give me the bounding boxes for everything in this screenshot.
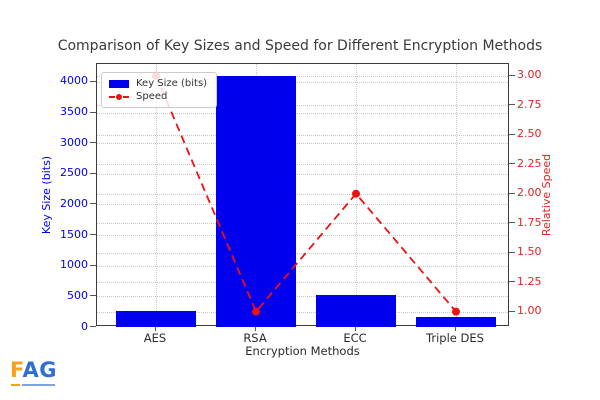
right-axis-gridline	[97, 223, 508, 225]
right-tick-mark	[509, 251, 515, 253]
left-tick-mark	[90, 172, 96, 174]
left-tick-mark	[90, 111, 96, 113]
speed-point-ecc	[352, 189, 360, 198]
right-tick-label: 2.75	[517, 97, 542, 111]
tagline-segment-blue	[22, 384, 55, 386]
right-tick-label: 3.00	[517, 68, 542, 82]
bar-ecc	[316, 295, 396, 327]
x-tick-mark	[255, 327, 256, 331]
left-tick-mark	[90, 203, 96, 205]
x-tick-label-ecc: ECC	[343, 331, 367, 345]
right-tick-label: 2.00	[517, 186, 542, 200]
left-tick-mark	[90, 142, 96, 144]
legend-label-key-size: Key Size (bits)	[136, 78, 208, 89]
chart-title: Comparison of Key Sizes and Speed for Di…	[57, 38, 543, 54]
logo-letter-f: F	[10, 358, 23, 382]
right-tick-mark	[509, 192, 515, 194]
left-tick-mark	[90, 80, 96, 82]
speed-point-triple-des	[452, 307, 460, 316]
right-tick-mark	[509, 222, 515, 224]
right-axis-gridline	[97, 105, 508, 107]
left-tick-label: 500	[67, 288, 88, 302]
right-tick-label: 1.25	[517, 274, 542, 288]
right-axis-gridline	[97, 164, 508, 166]
right-axis-gridline	[97, 252, 508, 254]
right-axis-gridline	[97, 75, 508, 77]
legend-item-speed: Speed	[109, 90, 207, 103]
x-tick-mark	[455, 327, 456, 331]
left-tick-mark	[90, 264, 96, 266]
left-tick-label: 1000	[60, 258, 88, 272]
speed-line	[155, 75, 457, 314]
right-tick-mark	[509, 310, 515, 312]
left-tick-mark	[90, 234, 96, 236]
bar-rsa	[216, 76, 296, 327]
left-axis-gridline	[97, 296, 508, 298]
left-axis-gridline	[97, 265, 508, 267]
left-axis-gridline	[97, 204, 508, 206]
right-tick-label: 1.50	[517, 245, 542, 259]
dashed-line-marker-icon	[109, 93, 129, 101]
left-tick-label: 1500	[60, 227, 88, 241]
logo: FAG	[10, 358, 57, 382]
left-tick-mark	[90, 295, 96, 297]
x-tick-mark	[355, 327, 356, 331]
right-tick-label: 2.25	[517, 156, 542, 170]
plot-area: Key Size (bits) Speed	[96, 63, 509, 327]
tagline-segment-orange	[11, 384, 20, 386]
left-axis-gridline	[97, 235, 508, 237]
right-tick-mark	[509, 104, 515, 106]
right-tick-label: 1.75	[517, 215, 542, 229]
category-gridline	[156, 64, 157, 325]
right-tick-mark	[509, 281, 515, 283]
logo-letters-ag: AG	[22, 358, 57, 382]
right-tick-mark	[509, 74, 515, 76]
left-tick-label: 0	[81, 319, 88, 333]
left-axis-gridline	[97, 81, 508, 83]
x-axis-title: Encryption Methods	[245, 344, 360, 358]
left-axis-gridline	[97, 173, 508, 175]
left-tick-label: 2500	[60, 166, 88, 180]
left-tick-label: 3000	[60, 135, 88, 149]
bar-triple-des	[416, 316, 496, 327]
legend: Key Size (bits) Speed	[101, 72, 218, 108]
x-tick-mark	[155, 327, 156, 331]
left-axis-gridline	[97, 143, 508, 145]
right-tick-label: 1.00	[517, 304, 542, 318]
legend-label-speed: Speed	[136, 91, 168, 102]
left-tick-mark	[90, 326, 96, 327]
right-tick-label: 2.50	[517, 127, 542, 141]
category-gridline	[456, 64, 457, 325]
right-axis-gridline	[97, 193, 508, 195]
legend-item-key-size: Key Size (bits)	[109, 77, 207, 90]
right-axis-gridline	[97, 134, 508, 136]
x-tick-label-triple-des: Triple DES	[426, 331, 484, 345]
left-axis-gridline	[97, 112, 508, 114]
right-tick-mark	[509, 163, 515, 165]
logo-tagline-strip	[11, 384, 55, 386]
left-tick-label: 2000	[60, 196, 88, 210]
left-tick-label: 4000	[60, 74, 88, 88]
left-tick-label: 3500	[60, 105, 88, 119]
bar-aes	[116, 311, 196, 327]
x-tick-label-rsa: RSA	[243, 331, 267, 345]
x-tick-label-aes: AES	[143, 331, 167, 345]
right-tick-mark	[509, 133, 515, 135]
bar-swatch-icon	[109, 79, 129, 88]
right-axis-gridline	[97, 282, 508, 284]
right-axis-gridline	[97, 311, 508, 313]
speed-point-rsa	[252, 307, 260, 316]
